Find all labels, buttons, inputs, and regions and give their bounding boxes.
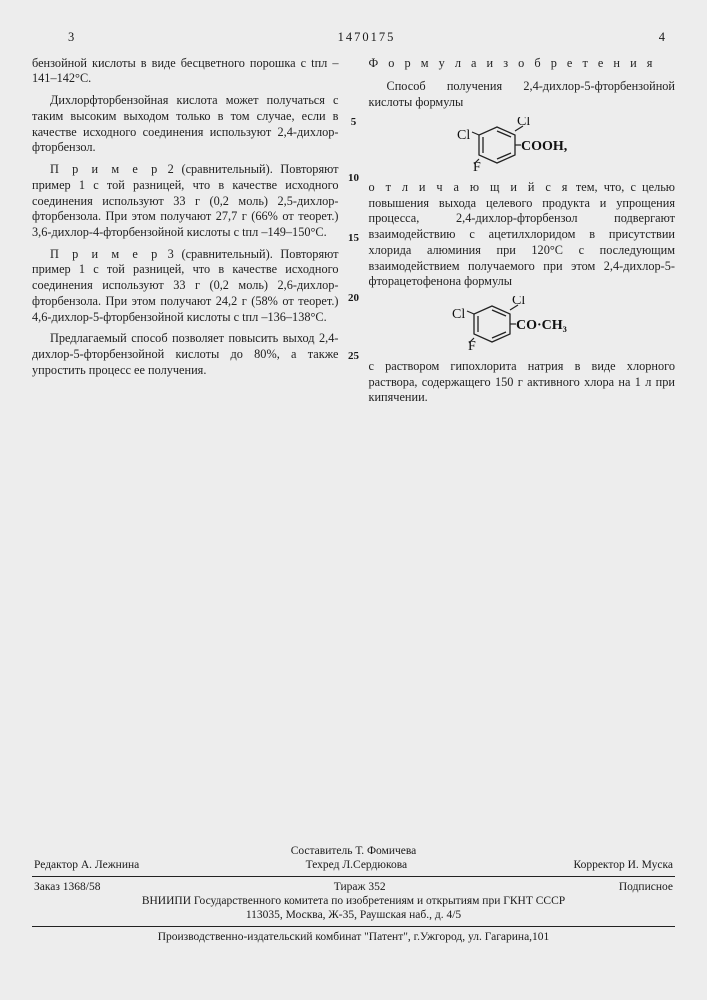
- example-3: П р и м е р 3 (сравнительный). Повторяют…: [32, 247, 339, 326]
- body-text: бензойной кислоты в виде бесцветного пор…: [32, 56, 339, 87]
- line-num: 10: [344, 172, 364, 186]
- body-text: Способ получения 2,4-дихлор-5-фторбензой…: [369, 79, 676, 110]
- line-num: 5: [344, 116, 364, 130]
- org-line: ВНИИПИ Государственного комитета по изоб…: [32, 894, 675, 908]
- chem-label: Cl: [512, 296, 525, 308]
- tirazh: Тираж 352: [334, 880, 386, 894]
- page-num-right: 4: [659, 30, 665, 46]
- chem-label: F: [468, 339, 476, 352]
- patent-page: 3 1470175 4 5 10 15 20 25 бензойной кисл…: [0, 0, 707, 1000]
- body-text: о т л и ч а ю щ и й с я тем, что, с цель…: [369, 180, 676, 290]
- chem-label: Cl: [452, 307, 465, 322]
- editor: Редактор А. Лежнина: [34, 858, 139, 872]
- press-line: Производственно-издательский комбинат "П…: [32, 930, 675, 944]
- chem-structure-2: Cl Cl CO·CH₃ F: [432, 296, 612, 352]
- addr-line: 113035, Москва, Ж-35, Раушская наб., д. …: [32, 908, 675, 922]
- example-2: П р и м е р 2 (сравнительный). Повторяют…: [32, 162, 339, 241]
- body-text: Предлагаемый способ позволяет повысить в…: [32, 331, 339, 378]
- chem-label: F: [473, 160, 481, 173]
- colophon-footer: Составитель Т. Фомичева Редактор А. Лежн…: [32, 844, 675, 944]
- example-label: П р и м е р: [50, 162, 160, 176]
- example-label: П р и м е р: [50, 247, 160, 261]
- emphasis: о т л и ч а ю щ и й с я: [369, 180, 570, 194]
- page-header: 3 1470175 4: [32, 30, 675, 46]
- page-num-left: 3: [68, 30, 74, 46]
- line-num: 20: [344, 292, 364, 306]
- body-text: с раствором гипохлорита натрия в виде хл…: [369, 359, 676, 406]
- claims-title: Ф о р м у л а и з о б р е т е н и я: [369, 56, 676, 72]
- line-num: 25: [344, 350, 364, 364]
- order: Заказ 1368/58: [34, 880, 101, 894]
- corrector: Корректор И. Муска: [573, 858, 673, 872]
- divider: [32, 876, 675, 877]
- chem-label: Cl: [457, 128, 470, 143]
- divider: [32, 926, 675, 927]
- left-column: бензойной кислоты в виде бесцветного пор…: [32, 56, 339, 436]
- patent-number: 1470175: [338, 30, 396, 46]
- body-text: Дихлорфторбензойная кислота может получа…: [32, 93, 339, 156]
- editorial-row: Редактор А. Лежнина Техред Л.Сердюкова К…: [32, 858, 675, 872]
- compiler: Составитель Т. Фомичева: [32, 844, 675, 858]
- chem-label: Cl: [517, 117, 530, 129]
- right-column: Ф о р м у л а и з о б р е т е н и я Спос…: [369, 56, 676, 436]
- subscript-label: Подписное: [619, 880, 673, 894]
- chem-label: COOH,: [521, 139, 567, 154]
- chem-label: CO·CH₃: [516, 318, 567, 333]
- body-text: тем, что, с целью повышения выхода целев…: [369, 180, 676, 288]
- line-num: 15: [344, 232, 364, 246]
- order-row: Заказ 1368/58 Тираж 352 Подписное: [32, 880, 675, 894]
- techred: Техред Л.Сердюкова: [306, 858, 407, 872]
- chem-structure-1: Cl Cl COOH, F: [437, 117, 607, 173]
